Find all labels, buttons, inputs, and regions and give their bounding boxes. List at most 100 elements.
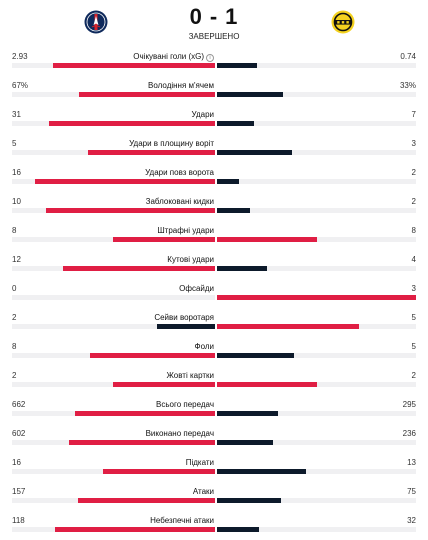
stat-row: 602 Виконано передач 236 [0, 429, 428, 458]
stat-home-bar [35, 179, 215, 184]
stat-label: Штрафні удари [157, 226, 214, 236]
match-status: ЗАВЕРШЕНО [188, 32, 240, 41]
stat-label: Сейви воротаря [154, 313, 214, 323]
stat-home-value: 5 [12, 139, 17, 148]
stat-row: 2 Сейви воротаря 5 [0, 313, 428, 342]
stat-home-bar [157, 324, 215, 329]
stat-away-value: 295 [402, 400, 416, 409]
stat-away-value: 8 [411, 226, 416, 235]
stat-home-bar [88, 150, 215, 155]
stat-label: Всього передач [156, 400, 214, 410]
info-icon[interactable]: i [206, 54, 214, 62]
stat-away-value: 75 [407, 487, 416, 496]
stat-away-value: 236 [402, 429, 416, 438]
stat-label-text: Підкати [185, 458, 214, 467]
bvb-crest-icon[interactable] [331, 10, 355, 34]
stat-home-value: 12 [12, 255, 21, 264]
stat-row: 8 Штрафні удари 8 [0, 226, 428, 255]
stat-home-track [12, 92, 215, 97]
stat-away-value: 2 [411, 197, 416, 206]
stat-label-text: Небезпечні атаки [150, 516, 214, 525]
stat-away-track [217, 63, 416, 68]
stat-away-value: 13 [407, 458, 416, 467]
stat-home-value: 31 [12, 110, 21, 119]
stat-away-track [217, 92, 416, 97]
stat-away-value: 33% [399, 81, 416, 90]
stat-label-text: Заблоковані кидки [145, 197, 214, 206]
stat-away-track [217, 353, 416, 358]
stat-label-text: Жовті картки [166, 371, 214, 380]
stat-away-bar [217, 440, 273, 445]
stat-away-track [217, 266, 416, 271]
stat-row: 2 Жовті картки 2 [0, 371, 428, 400]
stat-away-value: 3 [411, 284, 416, 293]
stat-away-bar [217, 469, 306, 474]
stat-home-value: 16 [12, 168, 21, 177]
stat-home-track [12, 440, 215, 445]
stat-home-track [12, 498, 215, 503]
stat-home-bar [53, 63, 215, 68]
stat-label-text: Очікувані голи (xG) [133, 52, 204, 61]
stat-label: Офсайди [179, 284, 214, 294]
stat-away-bar [217, 237, 317, 242]
stat-away-track [217, 121, 416, 126]
stat-home-value: 0 [12, 284, 17, 293]
stat-away-track [217, 527, 416, 532]
stat-home-track [12, 266, 215, 271]
stat-away-value: 2 [411, 168, 416, 177]
stat-home-value: 8 [12, 342, 17, 351]
stat-home-bar [49, 121, 215, 126]
stat-away-track [217, 498, 416, 503]
stat-away-bar [217, 208, 250, 213]
stat-row: 12 Кутові удари 4 [0, 255, 428, 284]
stat-label: Удари [192, 110, 215, 120]
stat-away-bar [217, 179, 239, 184]
stat-label: Фоли [195, 342, 215, 352]
stat-away-bar [217, 411, 278, 416]
stat-home-bar [55, 527, 215, 532]
stat-away-bar [217, 92, 283, 97]
stat-home-track [12, 295, 215, 300]
stat-away-track [217, 324, 416, 329]
stat-row: 157 Атаки 75 [0, 487, 428, 516]
stat-home-value: 118 [12, 516, 25, 525]
stat-away-value: 0.74 [400, 52, 416, 61]
match-header: 0-1 ЗАВЕРШЕНО [0, 0, 428, 44]
stat-away-bar [217, 295, 416, 300]
stat-away-track [217, 237, 416, 242]
stat-label-text: Всього передач [156, 400, 214, 409]
stat-away-value: 32 [407, 516, 416, 525]
stat-away-track [217, 440, 416, 445]
stat-home-track [12, 382, 215, 387]
stat-away-value: 2 [411, 371, 416, 380]
stat-away-value: 5 [411, 313, 416, 322]
stat-home-value: 157 [12, 487, 26, 496]
stat-row: 0 Офсайди 3 [0, 284, 428, 313]
stat-label: Небезпечні атаки [150, 516, 214, 526]
stat-home-bar [103, 469, 215, 474]
psg-crest-icon[interactable] [84, 10, 108, 34]
stat-label: Виконано передач [146, 429, 214, 439]
stat-home-bar [69, 440, 215, 445]
stat-home-track [12, 353, 215, 358]
stat-away-track [217, 469, 416, 474]
stat-label: Кутові удари [167, 255, 214, 265]
stat-away-bar [217, 121, 254, 126]
stat-home-value: 67% [12, 81, 29, 90]
stat-away-bar [217, 63, 257, 68]
stat-row: 67% Володіння м'ячем 33% [0, 81, 428, 110]
stat-away-track [217, 295, 416, 300]
stat-row: 5 Удари в площину воріт 3 [0, 139, 428, 168]
stat-label: Удари повз ворота [145, 168, 214, 178]
stat-away-value: 7 [411, 110, 416, 119]
away-score: 1 [225, 4, 239, 29]
stat-home-value: 602 [12, 429, 26, 438]
stat-away-bar [217, 266, 267, 271]
stat-home-track [12, 324, 215, 329]
stat-home-value: 2 [12, 313, 17, 322]
stat-label-text: Фоли [194, 342, 215, 351]
stat-away-track [217, 382, 416, 387]
stat-home-track [12, 63, 215, 68]
stat-home-track [12, 150, 215, 155]
stat-row: 8 Фоли 5 [0, 342, 428, 371]
